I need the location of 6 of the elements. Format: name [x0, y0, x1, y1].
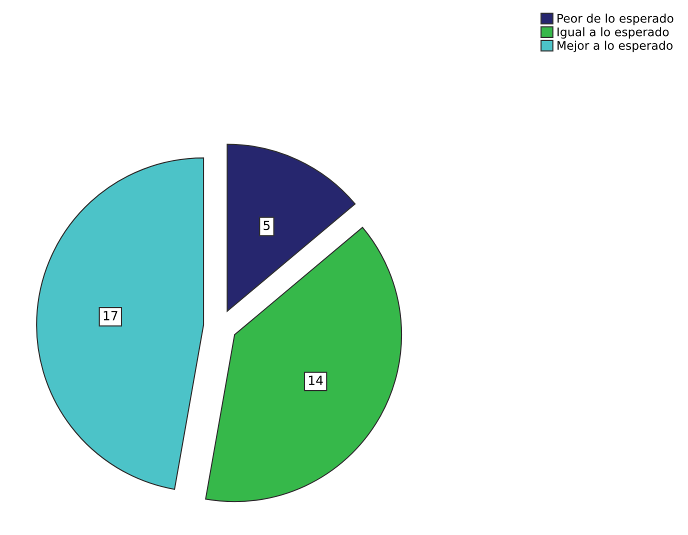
legend-label: Igual a lo esperado — [558, 27, 669, 39]
data-label: 5 — [264, 220, 270, 230]
legend-label: Mejor a lo esperado — [558, 40, 673, 52]
data-label: 14 — [308, 376, 323, 385]
legend-label: Peor de lo esperado — [558, 14, 674, 26]
data-label: 17 — [104, 311, 118, 320]
